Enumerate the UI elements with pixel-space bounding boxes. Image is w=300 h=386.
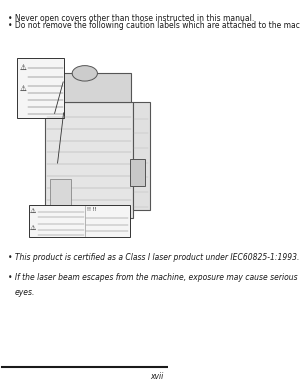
Bar: [133, 102, 150, 210]
Text: ⚠: ⚠: [30, 225, 36, 231]
Text: ⚠: ⚠: [19, 63, 26, 71]
Bar: [28, 205, 130, 237]
Bar: [45, 102, 133, 218]
Bar: [50, 179, 71, 210]
Text: • This product is certified as a Class I laser product under IEC60825-1:1993.: • This product is certified as a Class I…: [8, 253, 300, 262]
Text: eyes.: eyes.: [15, 288, 35, 297]
Text: !! !!: !! !!: [87, 207, 96, 212]
Text: xvii: xvii: [150, 372, 163, 381]
Bar: [17, 58, 64, 118]
Bar: [130, 159, 145, 186]
Ellipse shape: [72, 66, 98, 81]
Text: • Do not remove the following caution labels which are attached to the machine.: • Do not remove the following caution la…: [8, 21, 300, 30]
Text: • If the laser beam escapes from the machine, exposure may cause serious damage : • If the laser beam escapes from the mac…: [8, 273, 300, 282]
Bar: [47, 73, 131, 102]
Text: ⚠: ⚠: [19, 84, 26, 93]
Text: ⚠: ⚠: [30, 208, 36, 214]
Text: • Never open covers other than those instructed in this manual.: • Never open covers other than those ins…: [8, 14, 255, 22]
